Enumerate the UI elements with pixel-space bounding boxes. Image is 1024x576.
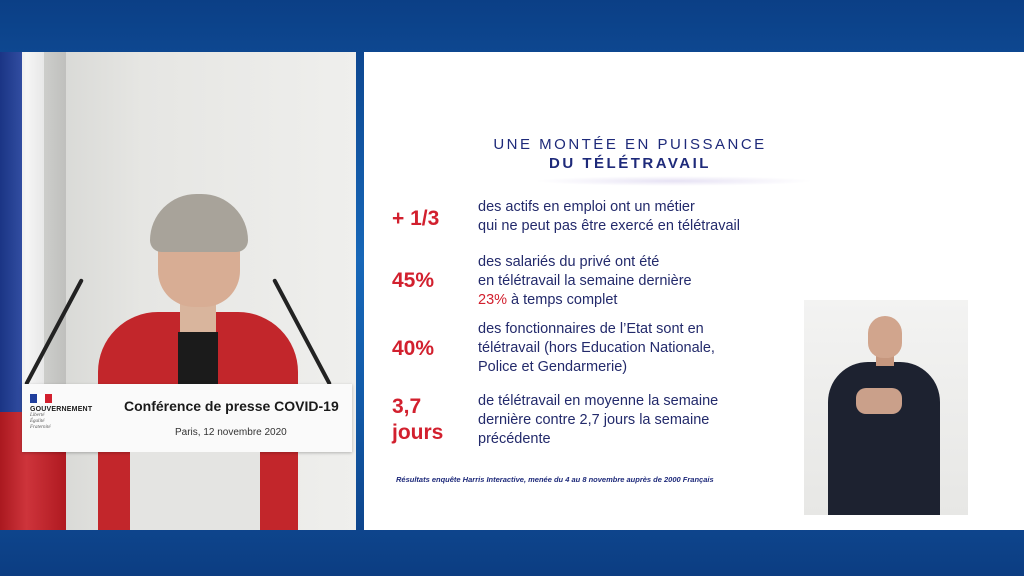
interpreter-body [828, 362, 940, 515]
stat-value-unit: jours [392, 421, 444, 444]
stat-line: dernière contre 2,7 jours la semaine [478, 412, 710, 428]
stat-line: Police et Gendarmerie) [478, 359, 628, 375]
government-logo: GOUVERNEMENT Liberté Égalité Fraternité [30, 394, 114, 431]
stat-highlight: 23% [478, 292, 508, 308]
stat-description: des fonctionnaires de l’Etat sont en tél… [478, 320, 715, 377]
video-feed-speaker: GOUVERNEMENT Liberté Égalité Fraternité … [0, 52, 356, 530]
lectern-banner: GOUVERNEMENT Liberté Égalité Fraternité … [22, 384, 352, 452]
gov-flag-icon [30, 394, 52, 403]
stat-line: des actifs en emploi ont un métier [478, 199, 695, 215]
gov-motto-1: Liberté [30, 413, 45, 418]
french-flag [0, 52, 66, 530]
interpreter-hands [856, 388, 902, 414]
conference-date: Paris, 12 novembre 2020 [175, 427, 287, 438]
stat-value-number: 3,7 [392, 395, 422, 418]
presentation-slide: UNE MONTÉE EN PUISSANCE DU TÉLÉTRAVAIL +… [364, 52, 1024, 530]
stat-description: de télétravail en moyenne la semaine der… [478, 392, 718, 449]
stat-line: précédente [478, 431, 551, 447]
stat-value: 45% [392, 269, 435, 292]
stat-line: 23% à temps complet [478, 291, 692, 310]
slide-footnote: Résultats enquête Harris Interactive, me… [396, 475, 714, 484]
slide-title-line2: DU TÉLÉTRAVAIL [549, 155, 711, 172]
stat-line: qui ne peut pas être exercé en télétrava… [478, 218, 740, 234]
conference-title: Conférence de presse COVID-19 [124, 398, 339, 414]
stat-line: des fonctionnaires de l’Etat sont en [478, 321, 704, 337]
stat-value: 40% [392, 337, 435, 360]
slide-title-line1: UNE MONTÉE EN PUISSANCE [493, 136, 767, 153]
sign-language-interpreter-inset [804, 300, 968, 515]
stat-line: en télétravail la semaine dernière [478, 273, 692, 289]
stat-line: de télétravail en moyenne la semaine [478, 393, 719, 409]
stat-line: des salariés du privé ont été [478, 254, 660, 270]
stat-highlight-rest: à temps complet [507, 292, 618, 308]
gov-motto-2: Égalité [30, 419, 45, 424]
gov-name: GOUVERNEMENT [30, 406, 93, 413]
stat-line: télétravail (hors Education Nationale, [478, 340, 715, 356]
stat-description: des salariés du privé ont été en télétra… [478, 253, 692, 310]
stat-value: 3,7 jours [392, 394, 443, 446]
lectern-stand [130, 452, 260, 530]
stat-description: des actifs en emploi ont un métier qui n… [478, 198, 740, 236]
title-underline-glow [534, 176, 814, 186]
interpreter-head [868, 316, 902, 358]
stat-value: + 1/3 [392, 207, 440, 230]
gov-motto-3: Fraternité [30, 425, 51, 430]
